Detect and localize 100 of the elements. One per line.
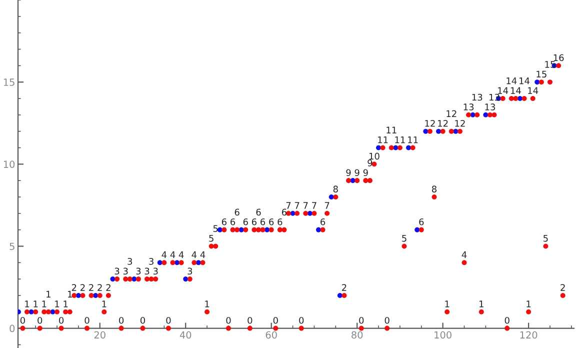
data-label: 1 <box>34 300 38 308</box>
data-label: 0 <box>226 316 231 324</box>
data-label: 16 <box>554 54 564 62</box>
data-label: 13 <box>485 104 495 110</box>
point <box>534 80 540 85</box>
data-label: 1 <box>46 290 50 298</box>
x-tick-label: 80 <box>352 331 363 339</box>
data-label: 13 <box>464 104 474 110</box>
data-label: 0 <box>273 316 278 324</box>
data-label: 14 <box>510 87 521 94</box>
data-label: 0 <box>59 316 64 324</box>
data-label: 6 <box>230 218 236 226</box>
data-label: 8 <box>432 186 437 192</box>
data-label: 0 <box>299 316 304 324</box>
data-label: 0 <box>359 316 364 324</box>
data-label: 2 <box>89 284 94 291</box>
data-label: 3 <box>123 268 128 275</box>
data-label: 14 <box>520 78 530 84</box>
data-label: 2 <box>80 284 85 291</box>
data-label: 1 <box>102 300 106 308</box>
data-label: 0 <box>248 316 252 324</box>
data-label: 2 <box>72 284 76 291</box>
x-tick-label: 60 <box>266 331 277 339</box>
data-label: 1 <box>526 300 531 308</box>
data-label: 3 <box>153 268 158 275</box>
data-label: 0 <box>504 316 510 324</box>
data-label: 0 <box>166 316 171 324</box>
data-label: 6 <box>282 208 287 216</box>
data-label: 1 <box>55 300 60 308</box>
data-label: 14 <box>528 87 538 94</box>
data-label: 1 <box>64 300 68 308</box>
data-label: 1 <box>42 300 46 308</box>
data-label: 12 <box>425 120 435 127</box>
data-label: 9 <box>368 159 372 166</box>
data-label: 7 <box>286 202 291 209</box>
data-label: 1 <box>68 290 72 298</box>
data-label: 6 <box>269 218 274 226</box>
y-tick-label: 10 <box>4 160 15 168</box>
data-label: 2 <box>106 284 110 291</box>
data-label: 5 <box>213 225 218 232</box>
data-label: 2 <box>98 284 102 291</box>
data-label: 12 <box>446 110 456 117</box>
data-label: 6 <box>260 218 266 226</box>
data-label: 15 <box>536 70 546 78</box>
data-label: 3 <box>128 258 132 265</box>
data-label: 1 <box>445 300 450 308</box>
point <box>316 227 322 232</box>
data-label: 2 <box>560 284 565 291</box>
data-label: 3 <box>114 268 120 275</box>
data-label: 6 <box>222 218 226 226</box>
data-label: 5 <box>402 234 406 242</box>
data-label: 5 <box>209 234 214 242</box>
point <box>436 128 442 134</box>
data-label: 14 <box>506 78 517 84</box>
y-tick-label: 15 <box>4 78 14 86</box>
data-label: 6 <box>278 218 282 226</box>
data-label: 6 <box>234 208 240 216</box>
data-label: 0 <box>140 316 146 324</box>
data-label: 3 <box>149 258 154 265</box>
point <box>328 194 334 200</box>
data-label: 12 <box>438 120 448 127</box>
x-tick-label: 20 <box>94 331 106 339</box>
point <box>406 145 412 150</box>
data-label: 4 <box>192 251 197 258</box>
data-label: 11 <box>386 126 396 134</box>
data-label: 11 <box>408 136 418 144</box>
data-label: 7 <box>294 202 300 209</box>
data-label: 9 <box>354 169 360 176</box>
data-label: 6 <box>419 218 424 226</box>
data-label: 7 <box>312 202 316 209</box>
data-label: 6 <box>243 218 248 226</box>
data-label: 2 <box>342 284 346 291</box>
data-label: 13 <box>490 94 500 101</box>
data-label: 4 <box>162 251 167 258</box>
data-label: 13 <box>472 94 482 101</box>
point <box>110 276 116 282</box>
point <box>483 112 488 118</box>
data-label: 4 <box>178 251 184 258</box>
data-label: 10 <box>369 152 380 160</box>
data-label: 6 <box>256 208 261 216</box>
data-label: 1 <box>25 300 30 308</box>
data-label: 12 <box>455 120 465 127</box>
point <box>517 96 522 101</box>
data-label: 14 <box>498 87 508 94</box>
data-label: 3 <box>136 268 141 275</box>
data-label: 8 <box>333 186 338 192</box>
y-tick-label: 5 <box>10 242 14 250</box>
point <box>157 260 162 266</box>
data-label: 1 <box>480 300 484 308</box>
data-label: 6 <box>252 218 257 226</box>
data-label: 0 <box>384 316 390 324</box>
data-label: 11 <box>395 136 405 144</box>
point <box>337 292 342 298</box>
data-label: 4 <box>462 251 467 258</box>
data-label: 9 <box>346 169 351 176</box>
x-tick-label: 100 <box>434 331 452 339</box>
data-label: 0 <box>20 316 25 324</box>
data-label: 5 <box>544 234 548 242</box>
data-label: 3 <box>144 268 150 275</box>
point <box>376 145 382 150</box>
